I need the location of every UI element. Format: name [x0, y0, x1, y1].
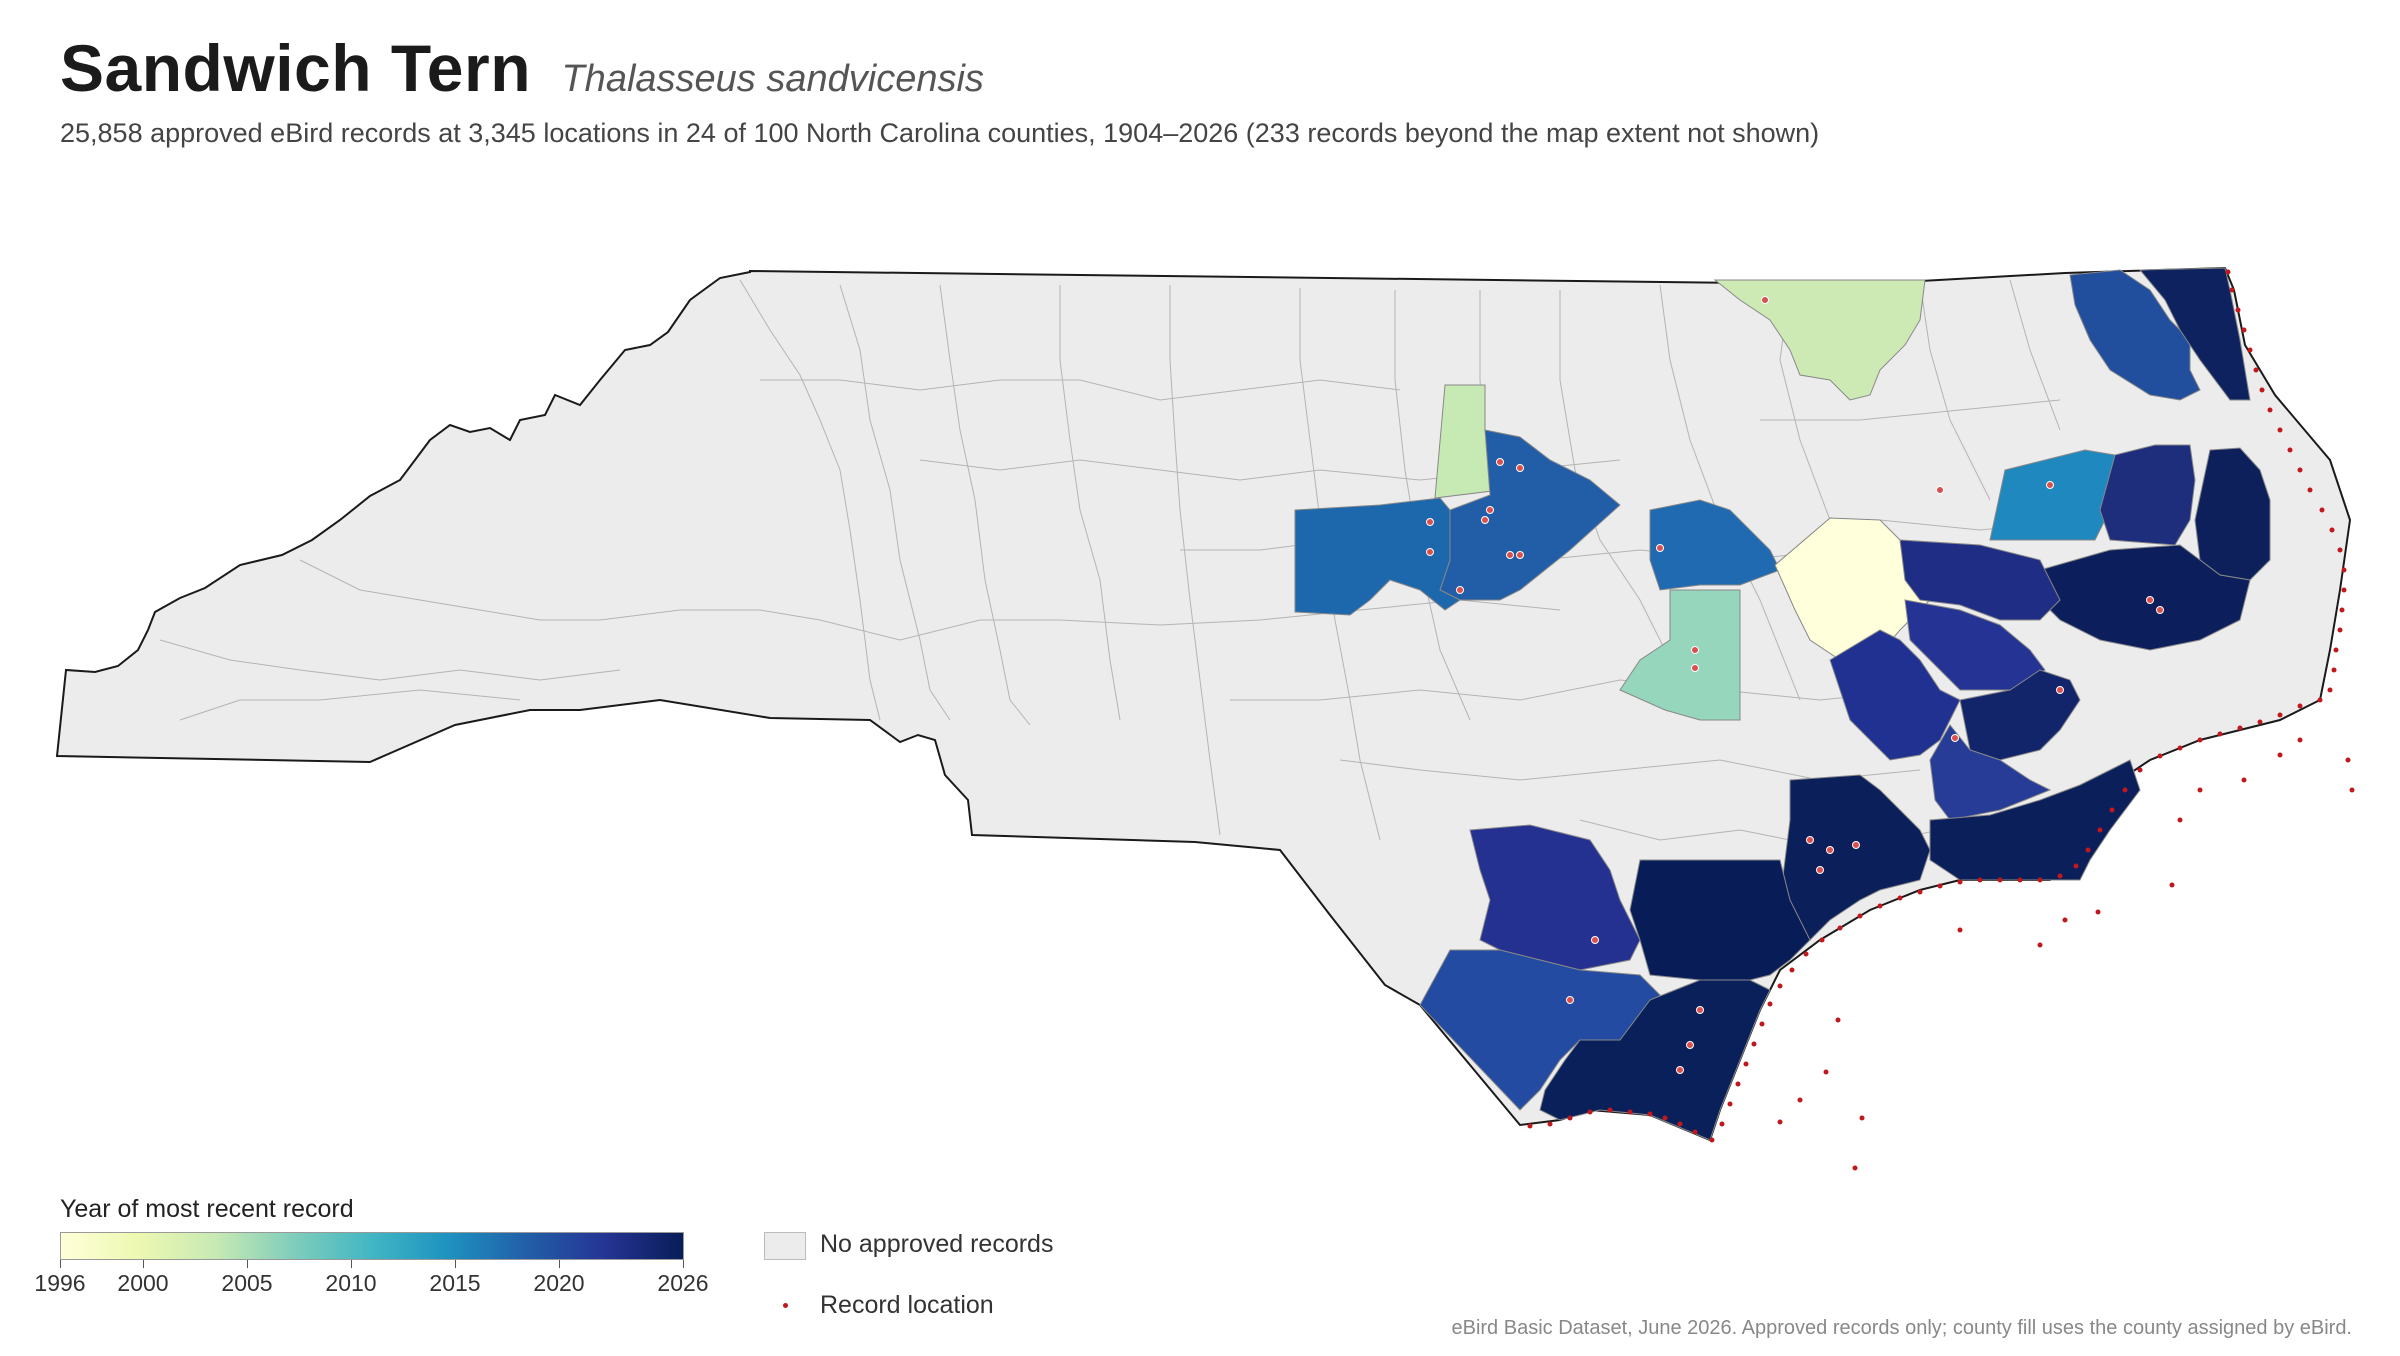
- legend-tick-label: 2005: [221, 1270, 273, 1296]
- county-capital: [1649, 499, 1781, 591]
- map-subtitle: 25,858 approved eBird records at 3,345 l…: [60, 118, 1820, 148]
- county-triad-west: [1294, 497, 1461, 616]
- county-craven: [1829, 629, 1961, 761]
- inland-record-locations: [1426, 296, 2164, 1074]
- county-northeast-coast-a: [2069, 269, 2201, 401]
- county-hyde: [2039, 544, 2251, 651]
- legend-tick-label: 2010: [325, 1270, 377, 1296]
- county-southern-coast-a: [1469, 824, 1641, 971]
- legend-tick: [247, 1260, 248, 1268]
- legend-tick-label: 1996: [34, 1270, 86, 1296]
- scientific-name: Thalasseus sandvicensis: [561, 58, 984, 100]
- legend-tick: [683, 1260, 684, 1268]
- county-southern-coast-c: [1539, 979, 1771, 1141]
- no-records-label: No approved records: [820, 1230, 1054, 1258]
- county-dare-mainland: [2194, 447, 2271, 581]
- map-title: Sandwich Tern: [60, 31, 532, 105]
- record-location-dot-icon: [783, 1303, 788, 1308]
- county-boundaries: [159, 269, 2231, 851]
- county-albemarle-east: [2099, 444, 2196, 546]
- legend-tick-label: 2026: [657, 1270, 709, 1296]
- legend-tick-label: 2000: [117, 1270, 169, 1296]
- legend-tick: [455, 1260, 456, 1268]
- legend-tick-label: 2020: [533, 1270, 585, 1296]
- legend-tick: [559, 1260, 560, 1268]
- legend-tick: [60, 1260, 61, 1268]
- county-northeast-coast-b: [2138, 267, 2251, 401]
- record-location-label: Record location: [820, 1291, 994, 1319]
- legend-tick: [143, 1260, 144, 1268]
- legend-color-ramp: [60, 1232, 684, 1260]
- county-southeast-large: [1629, 859, 1811, 981]
- legend-tick-label: 2015: [429, 1270, 481, 1296]
- legend-title: Year of most recent record: [60, 1195, 354, 1223]
- county-northern-piedmont: [1713, 279, 1926, 401]
- source-note: eBird Basic Dataset, June 2026. Approved…: [1451, 1317, 2352, 1339]
- no-records-swatch: [764, 1232, 806, 1260]
- county-beaufort: [1899, 539, 2061, 621]
- county-light-yellow: [1774, 517, 1931, 666]
- counties-with-records: [1294, 267, 2271, 1141]
- county-jones: [1929, 724, 2052, 821]
- legend-tick: [351, 1260, 352, 1268]
- record-locations: [1527, 269, 2355, 1171]
- county-teal: [1619, 589, 1741, 721]
- title-row: Sandwich Tern Thalasseus sandvicensis: [60, 30, 984, 106]
